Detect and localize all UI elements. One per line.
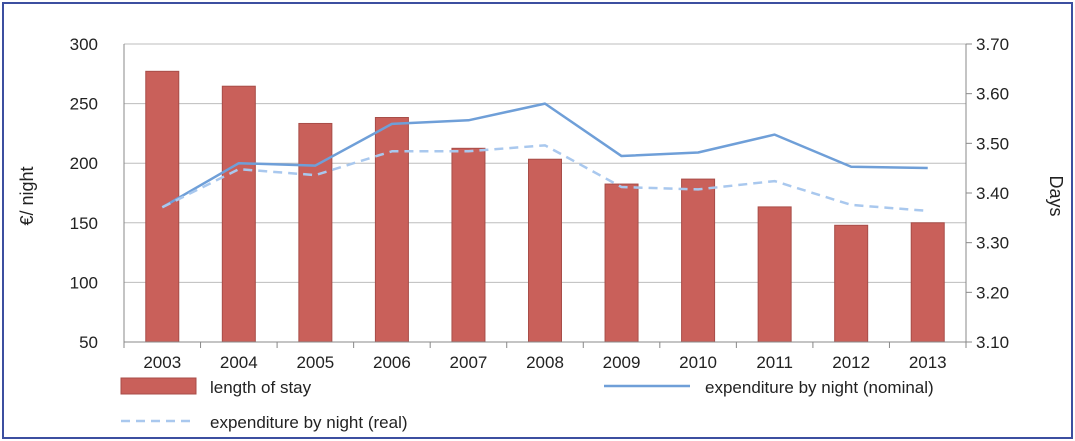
y-tick-label: 250 [70, 95, 98, 114]
legend-swatch-length-of-stay [120, 377, 197, 395]
y2-tick-label: 3.50 [976, 134, 1009, 153]
y-tick-label: 150 [70, 214, 98, 233]
axes: 50 100 150 200 250 300 3.10 3.20 3.30 3.40 3.50 3.6… [70, 35, 1009, 372]
x-tick-label: 2005 [296, 353, 334, 372]
y2-tick-label: 3.60 [976, 85, 1009, 104]
x-tick-label: 2012 [832, 353, 870, 372]
bar [681, 178, 716, 343]
x-tick-label: 2010 [679, 353, 717, 372]
bar [451, 147, 486, 343]
bar [910, 222, 945, 343]
legend-label-length-of-stay: length of stay [210, 378, 312, 397]
x-tick-label: 2013 [909, 353, 947, 372]
bar [221, 85, 256, 343]
y-axis-title: €/ night [17, 166, 37, 225]
y2-tick-label: 3.70 [976, 35, 1009, 54]
x-tick-label: 2006 [373, 353, 411, 372]
x-tick-label: 2011 [756, 353, 793, 372]
bar [528, 158, 562, 343]
y-tick-label: 200 [70, 154, 98, 173]
y2-tick-label: 3.30 [976, 234, 1009, 253]
legend: length of stay expenditure by night (nom… [120, 377, 934, 432]
x-tick-label: 2008 [526, 353, 564, 372]
y-tick-label: 50 [79, 333, 98, 352]
x-tick-label: 2003 [143, 353, 181, 372]
line-nominal [161, 102, 928, 209]
y-tick-label: 100 [70, 273, 98, 292]
bar [834, 224, 869, 343]
line-real [161, 144, 928, 213]
y2-axis-title: Days [1046, 175, 1066, 216]
bar [604, 183, 639, 343]
x-tick-label: 2009 [603, 353, 641, 372]
bar [298, 122, 333, 343]
y2-tick-label: 3.40 [976, 184, 1009, 203]
y2-tick-label: 3.20 [976, 283, 1009, 302]
lines [161, 102, 928, 213]
y2-tick-label: 3.10 [976, 333, 1009, 352]
legend-label-nominal: expenditure by night (nominal) [705, 378, 934, 397]
y-tick-label: 300 [70, 35, 98, 54]
bars [145, 70, 945, 343]
bar [757, 206, 792, 343]
x-tick-label: 2007 [450, 353, 488, 372]
x-tick-label: 2004 [220, 353, 258, 372]
legend-label-real: expenditure by night (real) [210, 413, 408, 432]
